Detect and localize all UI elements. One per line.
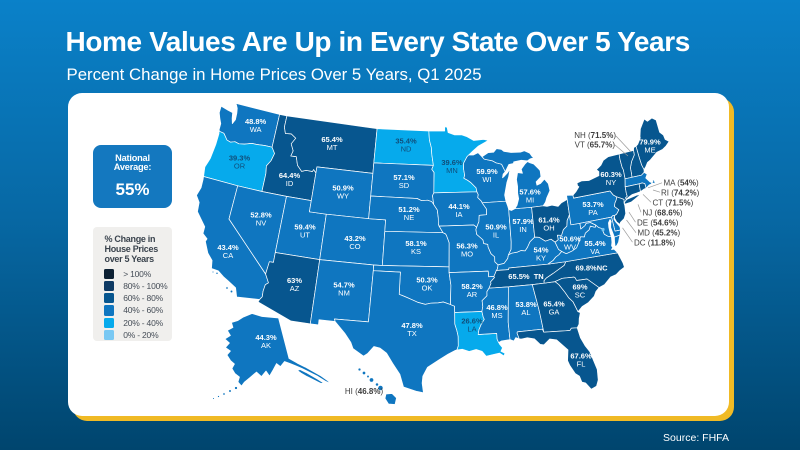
svg-text:AZ: AZ [290, 284, 300, 293]
svg-text:46.8%: 46.8% [486, 303, 508, 312]
svg-text:IL: IL [493, 231, 499, 240]
svg-text:56.3%: 56.3% [456, 242, 478, 251]
svg-text:AR: AR [467, 290, 478, 299]
svg-text:58.1%: 58.1% [405, 239, 427, 248]
svg-text:NE: NE [404, 213, 414, 222]
svg-text:ND: ND [401, 145, 412, 154]
svg-text:57.9%: 57.9% [512, 217, 534, 226]
svg-text:52.8%: 52.8% [250, 211, 272, 220]
svg-text:HI (46.8%): HI (46.8%) [345, 387, 384, 396]
svg-text:MN: MN [446, 166, 458, 175]
svg-text:OH: OH [543, 224, 554, 233]
svg-text:57.6%: 57.6% [519, 188, 541, 197]
svg-text:NV: NV [256, 219, 266, 228]
svg-text:59.9%: 59.9% [476, 167, 498, 176]
svg-text:65.4%: 65.4% [321, 135, 343, 144]
svg-text:OK: OK [422, 284, 433, 293]
svg-text:MT: MT [327, 143, 338, 152]
svg-text:50.9%: 50.9% [332, 183, 354, 192]
svg-text:43.2%: 43.2% [344, 234, 366, 243]
svg-text:64.4%: 64.4% [279, 171, 301, 180]
svg-text:61.4%: 61.4% [538, 216, 560, 225]
svg-text:VT (65.7%): VT (65.7%) [575, 141, 616, 150]
svg-text:MO: MO [461, 250, 473, 259]
svg-text:53.8%: 53.8% [515, 300, 537, 309]
svg-text:ID: ID [286, 179, 294, 188]
svg-text:VA: VA [590, 247, 599, 256]
svg-text:39.6%: 39.6% [441, 158, 463, 167]
svg-text:65.4%: 65.4% [543, 300, 565, 309]
svg-text:47.8%: 47.8% [401, 321, 423, 330]
svg-text:26.6%: 26.6% [461, 317, 483, 326]
svg-text:MA (54%): MA (54%) [664, 178, 699, 187]
svg-text:MD (45.2%): MD (45.2%) [638, 228, 681, 237]
svg-text:NM: NM [338, 289, 350, 298]
svg-text:CA: CA [223, 251, 233, 260]
svg-text:IN: IN [519, 225, 527, 234]
svg-text:57.1%: 57.1% [393, 173, 415, 182]
svg-text:44.1%: 44.1% [448, 202, 470, 211]
svg-text:43.4%: 43.4% [217, 243, 239, 252]
svg-text:DC (11.8%): DC (11.8%) [634, 238, 676, 247]
svg-text:79.9%: 79.9% [639, 138, 661, 147]
svg-text:NY: NY [606, 178, 616, 187]
svg-text:DE (54.6%): DE (54.6%) [637, 218, 679, 227]
svg-text:LA: LA [467, 325, 476, 334]
svg-text:SC: SC [575, 291, 586, 300]
svg-text:35.4%: 35.4% [395, 137, 417, 146]
svg-text:NH (71.5%): NH (71.5%) [574, 131, 616, 140]
svg-text:54%: 54% [533, 246, 548, 255]
svg-text:69.8%NC: 69.8%NC [575, 264, 608, 273]
svg-text:50.3%: 50.3% [416, 276, 438, 285]
svg-text:PA: PA [588, 208, 597, 217]
svg-text:KS: KS [411, 247, 421, 256]
svg-text:53.7%: 53.7% [582, 200, 604, 209]
svg-text:39.3%: 39.3% [229, 154, 251, 163]
svg-text:69%: 69% [572, 283, 587, 292]
svg-text:60.3%: 60.3% [600, 170, 622, 179]
svg-text:63%: 63% [287, 276, 302, 285]
svg-text:CT (71.5%): CT (71.5%) [653, 198, 694, 207]
svg-text:WY: WY [337, 191, 349, 200]
svg-text:MI: MI [526, 196, 534, 205]
svg-text:TX: TX [407, 329, 417, 338]
svg-text:GA: GA [549, 308, 560, 317]
svg-text:55.4%: 55.4% [584, 239, 606, 248]
svg-text:59.4%: 59.4% [294, 223, 316, 232]
svg-text:FL: FL [577, 360, 586, 369]
svg-text:UT: UT [300, 231, 310, 240]
svg-text:50.9%: 50.9% [485, 223, 507, 232]
svg-text:54.7%: 54.7% [333, 281, 355, 290]
svg-text:OR: OR [234, 162, 246, 171]
svg-text:65.5% TN: 65.5% TN [508, 272, 543, 281]
svg-text:WA: WA [250, 125, 262, 134]
svg-text:44.3%: 44.3% [255, 333, 277, 342]
svg-text:WV: WV [564, 243, 576, 252]
svg-text:58.2%: 58.2% [461, 282, 483, 291]
svg-text:MS: MS [491, 311, 502, 320]
svg-text:ME: ME [644, 146, 655, 155]
svg-text:KY: KY [536, 254, 546, 263]
svg-text:IA: IA [455, 210, 462, 219]
svg-text:SD: SD [399, 181, 410, 190]
svg-text:RI (74.2%): RI (74.2%) [661, 188, 700, 197]
svg-text:NJ (68.6%): NJ (68.6%) [643, 208, 683, 217]
svg-text:AK: AK [261, 341, 271, 350]
svg-text:AL: AL [521, 308, 530, 317]
svg-text:WI: WI [482, 175, 491, 184]
svg-text:51.2%: 51.2% [398, 205, 420, 214]
svg-text:50.6%: 50.6% [559, 235, 581, 244]
svg-text:48.8%: 48.8% [245, 117, 267, 126]
svg-text:CO: CO [349, 242, 360, 251]
svg-text:67.6%: 67.6% [570, 352, 592, 361]
